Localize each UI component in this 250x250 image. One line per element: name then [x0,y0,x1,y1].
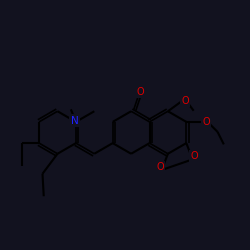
Text: O: O [190,152,198,162]
Text: O: O [181,96,189,106]
Text: N: N [71,116,78,126]
Text: O: O [202,117,210,127]
Text: O: O [136,87,144,97]
Text: O: O [156,162,164,172]
